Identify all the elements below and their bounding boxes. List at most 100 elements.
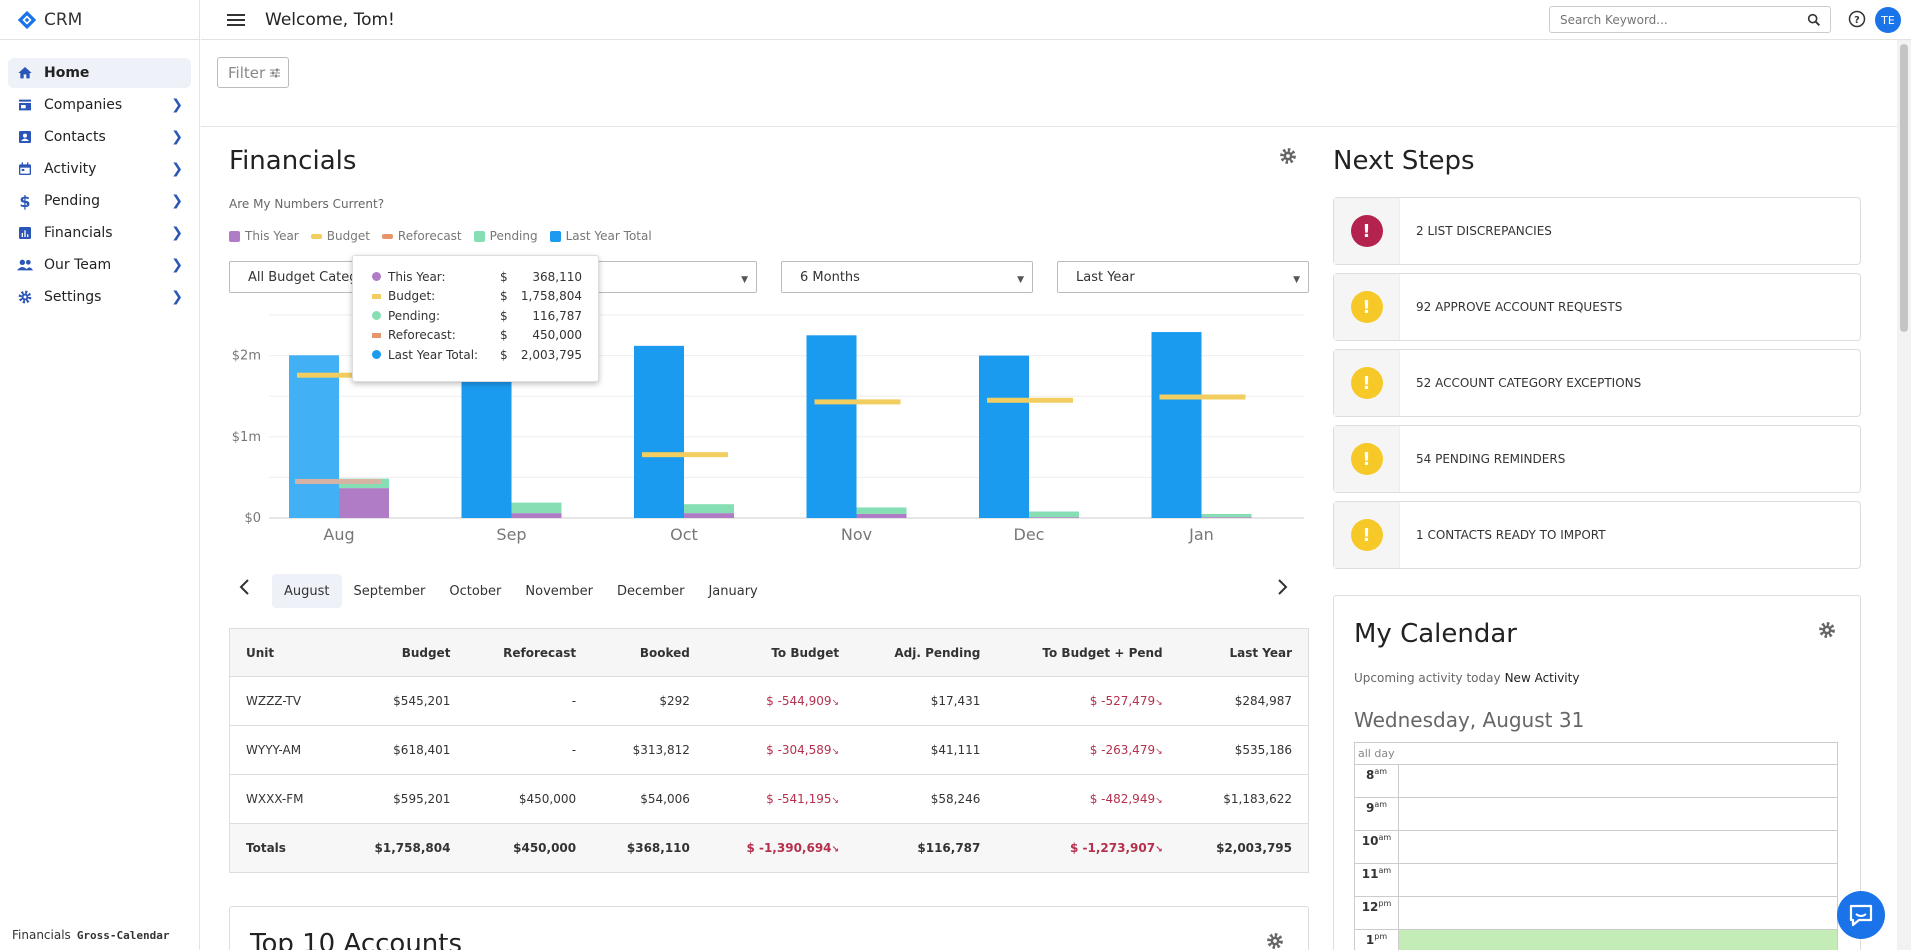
- gear-icon: [16, 288, 34, 306]
- column-header[interactable]: To Budget: [705, 628, 856, 677]
- gear-icon[interactable]: [1266, 932, 1284, 950]
- calendar-hour-slot[interactable]: 10am: [1355, 831, 1837, 864]
- brand[interactable]: CRM: [0, 0, 199, 40]
- bar-last-year-total: [634, 345, 684, 518]
- calendar-hour-slot[interactable]: 12pm: [1355, 897, 1837, 930]
- tab-month[interactable]: October: [449, 583, 502, 599]
- hour-ampm: am: [1374, 767, 1388, 776]
- next-step-item[interactable]: ! 2 LIST DISCREPANCIES: [1333, 197, 1861, 265]
- table-cell-last-year: $1,183,622: [1178, 774, 1309, 824]
- tab-month[interactable]: December: [617, 583, 685, 599]
- column-header[interactable]: Unit: [229, 628, 338, 677]
- bar-chart-icon: [16, 224, 34, 242]
- tab-month[interactable]: September: [353, 583, 426, 599]
- budget-marker: [642, 452, 728, 458]
- chevron-right-icon[interactable]: [1277, 578, 1289, 600]
- bar-this-year: [684, 513, 734, 518]
- gear-icon[interactable]: [1279, 147, 1297, 165]
- calendar-hour-slot[interactable]: 9am: [1355, 798, 1837, 831]
- team-icon: [16, 256, 34, 274]
- hour-ampm: pm: [1374, 932, 1388, 941]
- x-tick-label: Dec: [1014, 525, 1045, 544]
- sidebar-item-home[interactable]: Home: [8, 58, 191, 88]
- table-cell-to-budget-pend: $ -1,273,907↘: [996, 823, 1179, 873]
- calendar-hour-slot[interactable]: 8am: [1355, 765, 1837, 798]
- table-cell-reforecast: $450,000: [466, 823, 593, 873]
- new-activity-link[interactable]: New Activity: [1504, 671, 1580, 685]
- sidebar-item-financials[interactable]: Financials ❯: [8, 218, 191, 248]
- all-day-row[interactable]: all day: [1355, 743, 1837, 765]
- calendar-hour-slot[interactable]: 11am: [1355, 864, 1837, 897]
- tooltip-row: Last Year Total: $2,003,795: [372, 345, 582, 365]
- bar-this-year: [1029, 517, 1079, 518]
- calendar-hour-slot[interactable]: 1pm: [1355, 930, 1837, 950]
- legend-item-last-year-total[interactable]: Last Year Total: [549, 229, 652, 243]
- next-step-item[interactable]: ! 54 PENDING REMINDERS: [1333, 425, 1861, 493]
- next-step-item[interactable]: ! 52 ACCOUNT CATEGORY EXCEPTIONS: [1333, 349, 1861, 417]
- vertical-scrollbar[interactable]: [1897, 40, 1911, 950]
- sidebar-item-activity[interactable]: Activity ❯: [8, 154, 191, 184]
- tooltip-label: Pending:: [388, 308, 441, 323]
- next-step-item[interactable]: ! 1 CONTACTS READY TO IMPORT: [1333, 501, 1861, 569]
- alert-icon: !: [1350, 291, 1383, 323]
- gear-icon[interactable]: [1818, 621, 1836, 639]
- hour-number: 11: [1361, 867, 1379, 881]
- next-step-icon-box: !: [1334, 274, 1400, 340]
- avatar[interactable]: TE: [1875, 7, 1901, 33]
- tooltip-marker: [372, 350, 381, 360]
- bar-pending: [1029, 511, 1079, 518]
- table-row[interactable]: WZZZ-TV $545,201- $292 $ -544,909↘ $17,431 $ …: [229, 676, 1309, 726]
- legend-item-budget[interactable]: Budget: [310, 229, 370, 243]
- filter-button[interactable]: Filter: [217, 57, 289, 88]
- sidebar-item-label: Settings: [44, 289, 102, 305]
- sidebar-item-pending[interactable]: $ Pending ❯: [8, 186, 191, 216]
- period-select[interactable]: 6 Months ▼: [781, 261, 1033, 293]
- sidebar-item-our-team[interactable]: Our Team ❯: [8, 250, 191, 280]
- chevron-left-icon[interactable]: [238, 578, 250, 600]
- tooltip-row: This Year: $368,110: [372, 267, 582, 287]
- scrollbar-thumb[interactable]: [1900, 44, 1908, 332]
- table-totals-row[interactable]: Totals $1,758,804 $450,000 $368,110 $ -1,390…: [229, 823, 1309, 873]
- sidebar-item-companies[interactable]: Companies ❯: [8, 90, 191, 120]
- search-input[interactable]: [1560, 12, 1804, 27]
- table-cell-adj-pending: $58,246: [855, 774, 997, 824]
- table-cell-budget: $545,201: [337, 676, 467, 726]
- tab-month[interactable]: January: [708, 583, 758, 599]
- table-row[interactable]: WYYY-AM $618,401- $313,812 $ -304,589↘ $41,1…: [229, 725, 1309, 775]
- compare-select[interactable]: Last Year ▼: [1057, 261, 1309, 293]
- chat-button[interactable]: [1837, 891, 1885, 939]
- column-header[interactable]: Adj. Pending: [855, 628, 997, 677]
- hour-label: 1pm: [1355, 930, 1399, 950]
- column-header[interactable]: Booked: [592, 628, 706, 677]
- legend-item-pending[interactable]: Pending: [473, 229, 538, 243]
- chart-tooltip: This Year: $368,110 Budget: $1,758,804 Pendi…: [352, 255, 599, 382]
- next-step-item[interactable]: ! 92 APPROVE ACCOUNT REQUESTS: [1333, 273, 1861, 341]
- next-step-icon-box: !: [1334, 426, 1400, 492]
- hour-label: 11am: [1355, 864, 1399, 896]
- table-cell-booked: $368,110: [592, 823, 706, 873]
- sidebar-item-contacts[interactable]: Contacts ❯: [8, 122, 191, 152]
- legend-item-this-year[interactable]: This Year: [229, 229, 299, 243]
- menu-icon[interactable]: [227, 11, 245, 29]
- tab-month[interactable]: November: [525, 583, 594, 599]
- column-header[interactable]: Reforecast: [466, 628, 593, 677]
- hour-label: 9am: [1355, 798, 1399, 830]
- table-row[interactable]: WXXX-FM $595,201 $450,000 $54,006 $ -541,195…: [229, 774, 1309, 824]
- search-icon[interactable]: [1804, 12, 1824, 28]
- budget-marker: [987, 397, 1073, 403]
- column-header[interactable]: To Budget + Pend: [996, 628, 1179, 677]
- chevron-right-icon: ❯: [171, 129, 183, 145]
- calendar-event[interactable]: [1399, 930, 1837, 950]
- next-step-icon-box: !: [1334, 350, 1400, 416]
- sidebar-item-settings[interactable]: Settings ❯: [8, 282, 191, 312]
- column-header[interactable]: Budget: [337, 628, 467, 677]
- legend-item-reforecast[interactable]: Reforecast: [381, 229, 462, 243]
- table-cell-adj-pending: $17,431: [855, 676, 997, 726]
- next-step-text: 1 CONTACTS READY TO IMPORT: [1416, 528, 1606, 542]
- legend-swatch: [310, 233, 322, 239]
- tab-month[interactable]: August: [272, 574, 342, 608]
- column-header[interactable]: Last Year: [1178, 628, 1309, 677]
- x-tick-label: Oct: [670, 525, 698, 544]
- sidebar-item-label: Home: [44, 65, 90, 81]
- help-icon[interactable]: ?: [1848, 10, 1866, 28]
